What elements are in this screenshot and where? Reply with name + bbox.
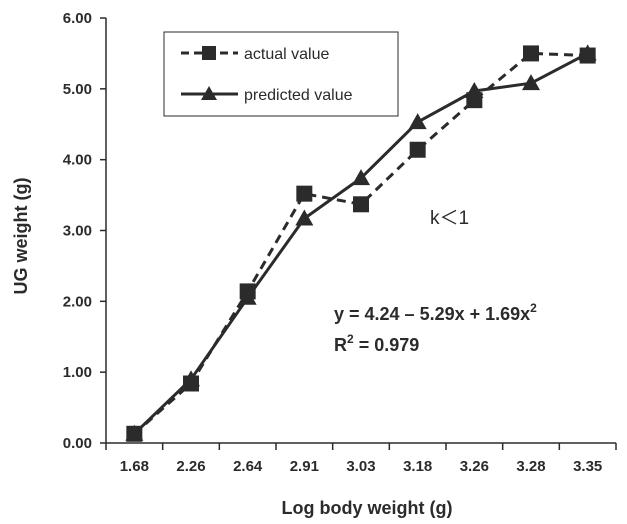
x-tick-label: 3.35 — [573, 458, 602, 475]
axes — [100, 17, 617, 450]
data-point-actual — [353, 196, 369, 213]
y-tick-label: 2.00 — [63, 293, 92, 310]
series-layer — [125, 44, 597, 442]
x-tick-label: 3.03 — [346, 458, 375, 475]
data-point-predicted — [408, 113, 427, 130]
k-condition-label: k＜1 — [430, 208, 469, 229]
data-point-predicted — [238, 288, 257, 305]
x-tick-label: 3.28 — [516, 458, 545, 475]
data-point-actual — [523, 45, 539, 62]
x-tick-label: 1.68 — [120, 458, 149, 475]
x-axis-title: Log body weight (g) — [282, 498, 453, 518]
data-point-predicted — [182, 370, 200, 387]
legend-predicted-label: predicted value — [244, 87, 353, 104]
y-tick-label: 1.00 — [63, 364, 92, 381]
data-point-predicted — [522, 74, 540, 91]
y-tick-labels: 0.00 1.00 2.00 3.00 4.00 5.00 6.00 — [63, 10, 92, 452]
y-tick-label: 4.00 — [63, 152, 92, 169]
x-tick-label: 2.91 — [290, 458, 319, 475]
data-point-predicted — [352, 169, 370, 186]
x-tick-label: 2.26 — [176, 458, 205, 475]
x-tick-label: 3.18 — [403, 458, 432, 475]
legend-predicted-marker — [201, 86, 217, 100]
legend-actual-label: actual value — [244, 46, 329, 63]
legend: actual value predicted value — [163, 31, 399, 117]
y-tick-label: 5.00 — [63, 81, 92, 98]
data-point-predicted — [125, 424, 144, 441]
data-point-predicted — [465, 81, 484, 98]
x-tick-labels: 1.68 2.26 2.64 2.91 3.03 3.18 3.26 3.28 3.35 — [120, 458, 603, 475]
data-point-actual — [296, 185, 313, 202]
data-point-predicted — [578, 44, 597, 61]
x-tick-label: 3.26 — [460, 458, 489, 475]
y-tick-label: 3.00 — [63, 223, 92, 240]
y-tick-label: 0.00 — [63, 435, 92, 452]
data-point-predicted — [295, 209, 314, 226]
x-tick-label: 2.64 — [233, 458, 263, 475]
y-tick-label: 6.00 — [63, 10, 92, 27]
regression-equation: y = 4.24 – 5.29x + 1.69x2 — [334, 301, 537, 324]
legend-actual-marker — [202, 46, 216, 60]
r-squared: R2 = 0.979 — [334, 332, 419, 355]
data-point-actual — [409, 141, 426, 158]
y-axis-title: UG weight (g) — [11, 178, 31, 295]
